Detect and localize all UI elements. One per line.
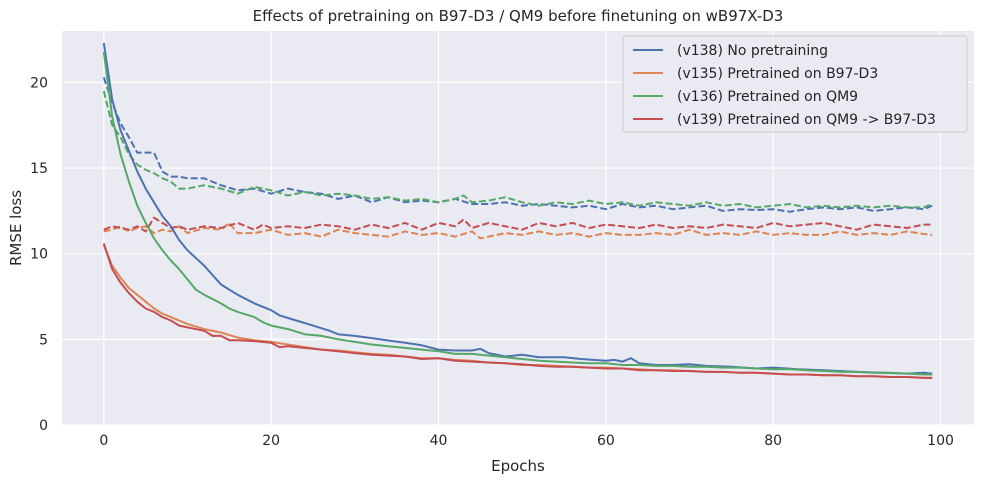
legend-box (622, 35, 968, 133)
legend-entry: (v138) No pretraining (633, 43, 828, 59)
legend-label: (v135) Pretrained on B97-D3 (677, 66, 878, 82)
x-tick-label: 40 (430, 433, 448, 449)
legend-entry: (v135) Pretrained on B97-D3 (633, 66, 878, 82)
chart-title: Effects of pretraining on B97-D3 / QM9 b… (253, 7, 784, 25)
y-tick-label: 0 (39, 418, 48, 434)
legend-entry: (v136) Pretrained on QM9 (633, 89, 858, 105)
x-tick-label: 100 (927, 433, 954, 449)
y-tick-label: 15 (30, 161, 48, 177)
x-tick-label: 0 (99, 433, 108, 449)
x-tick-label: 60 (597, 433, 615, 449)
series-3-train-line (102, 243, 933, 379)
legend-label: (v139) Pretrained on QM9 -> B97-D3 (677, 112, 936, 128)
x-tick-label: 80 (764, 433, 782, 449)
series-2-validation-line (102, 90, 933, 209)
legend-label: (v138) No pretraining (677, 43, 828, 59)
y-tick-label: 5 (39, 332, 48, 348)
x-axis-label: Epochs (491, 457, 545, 475)
y-tick-label: 10 (30, 247, 48, 263)
legend: (v138) No pretraining (v135) Pretrained … (622, 35, 968, 133)
y-axis-label: RMSE loss (7, 190, 25, 266)
series-lines (102, 42, 933, 379)
y-tick-label: 20 (30, 75, 48, 91)
legend-label: (v136) Pretrained on QM9 (677, 89, 858, 105)
series-2-train-line (102, 51, 933, 376)
series-3-validation-line (103, 216, 933, 233)
tick-labels: 0 20 40 60 80 100 0 5 10 15 20 (30, 75, 954, 449)
legend-entry: (v139) Pretrained on QM9 -> B97-D3 (633, 112, 936, 128)
x-tick-label: 20 (262, 433, 280, 449)
